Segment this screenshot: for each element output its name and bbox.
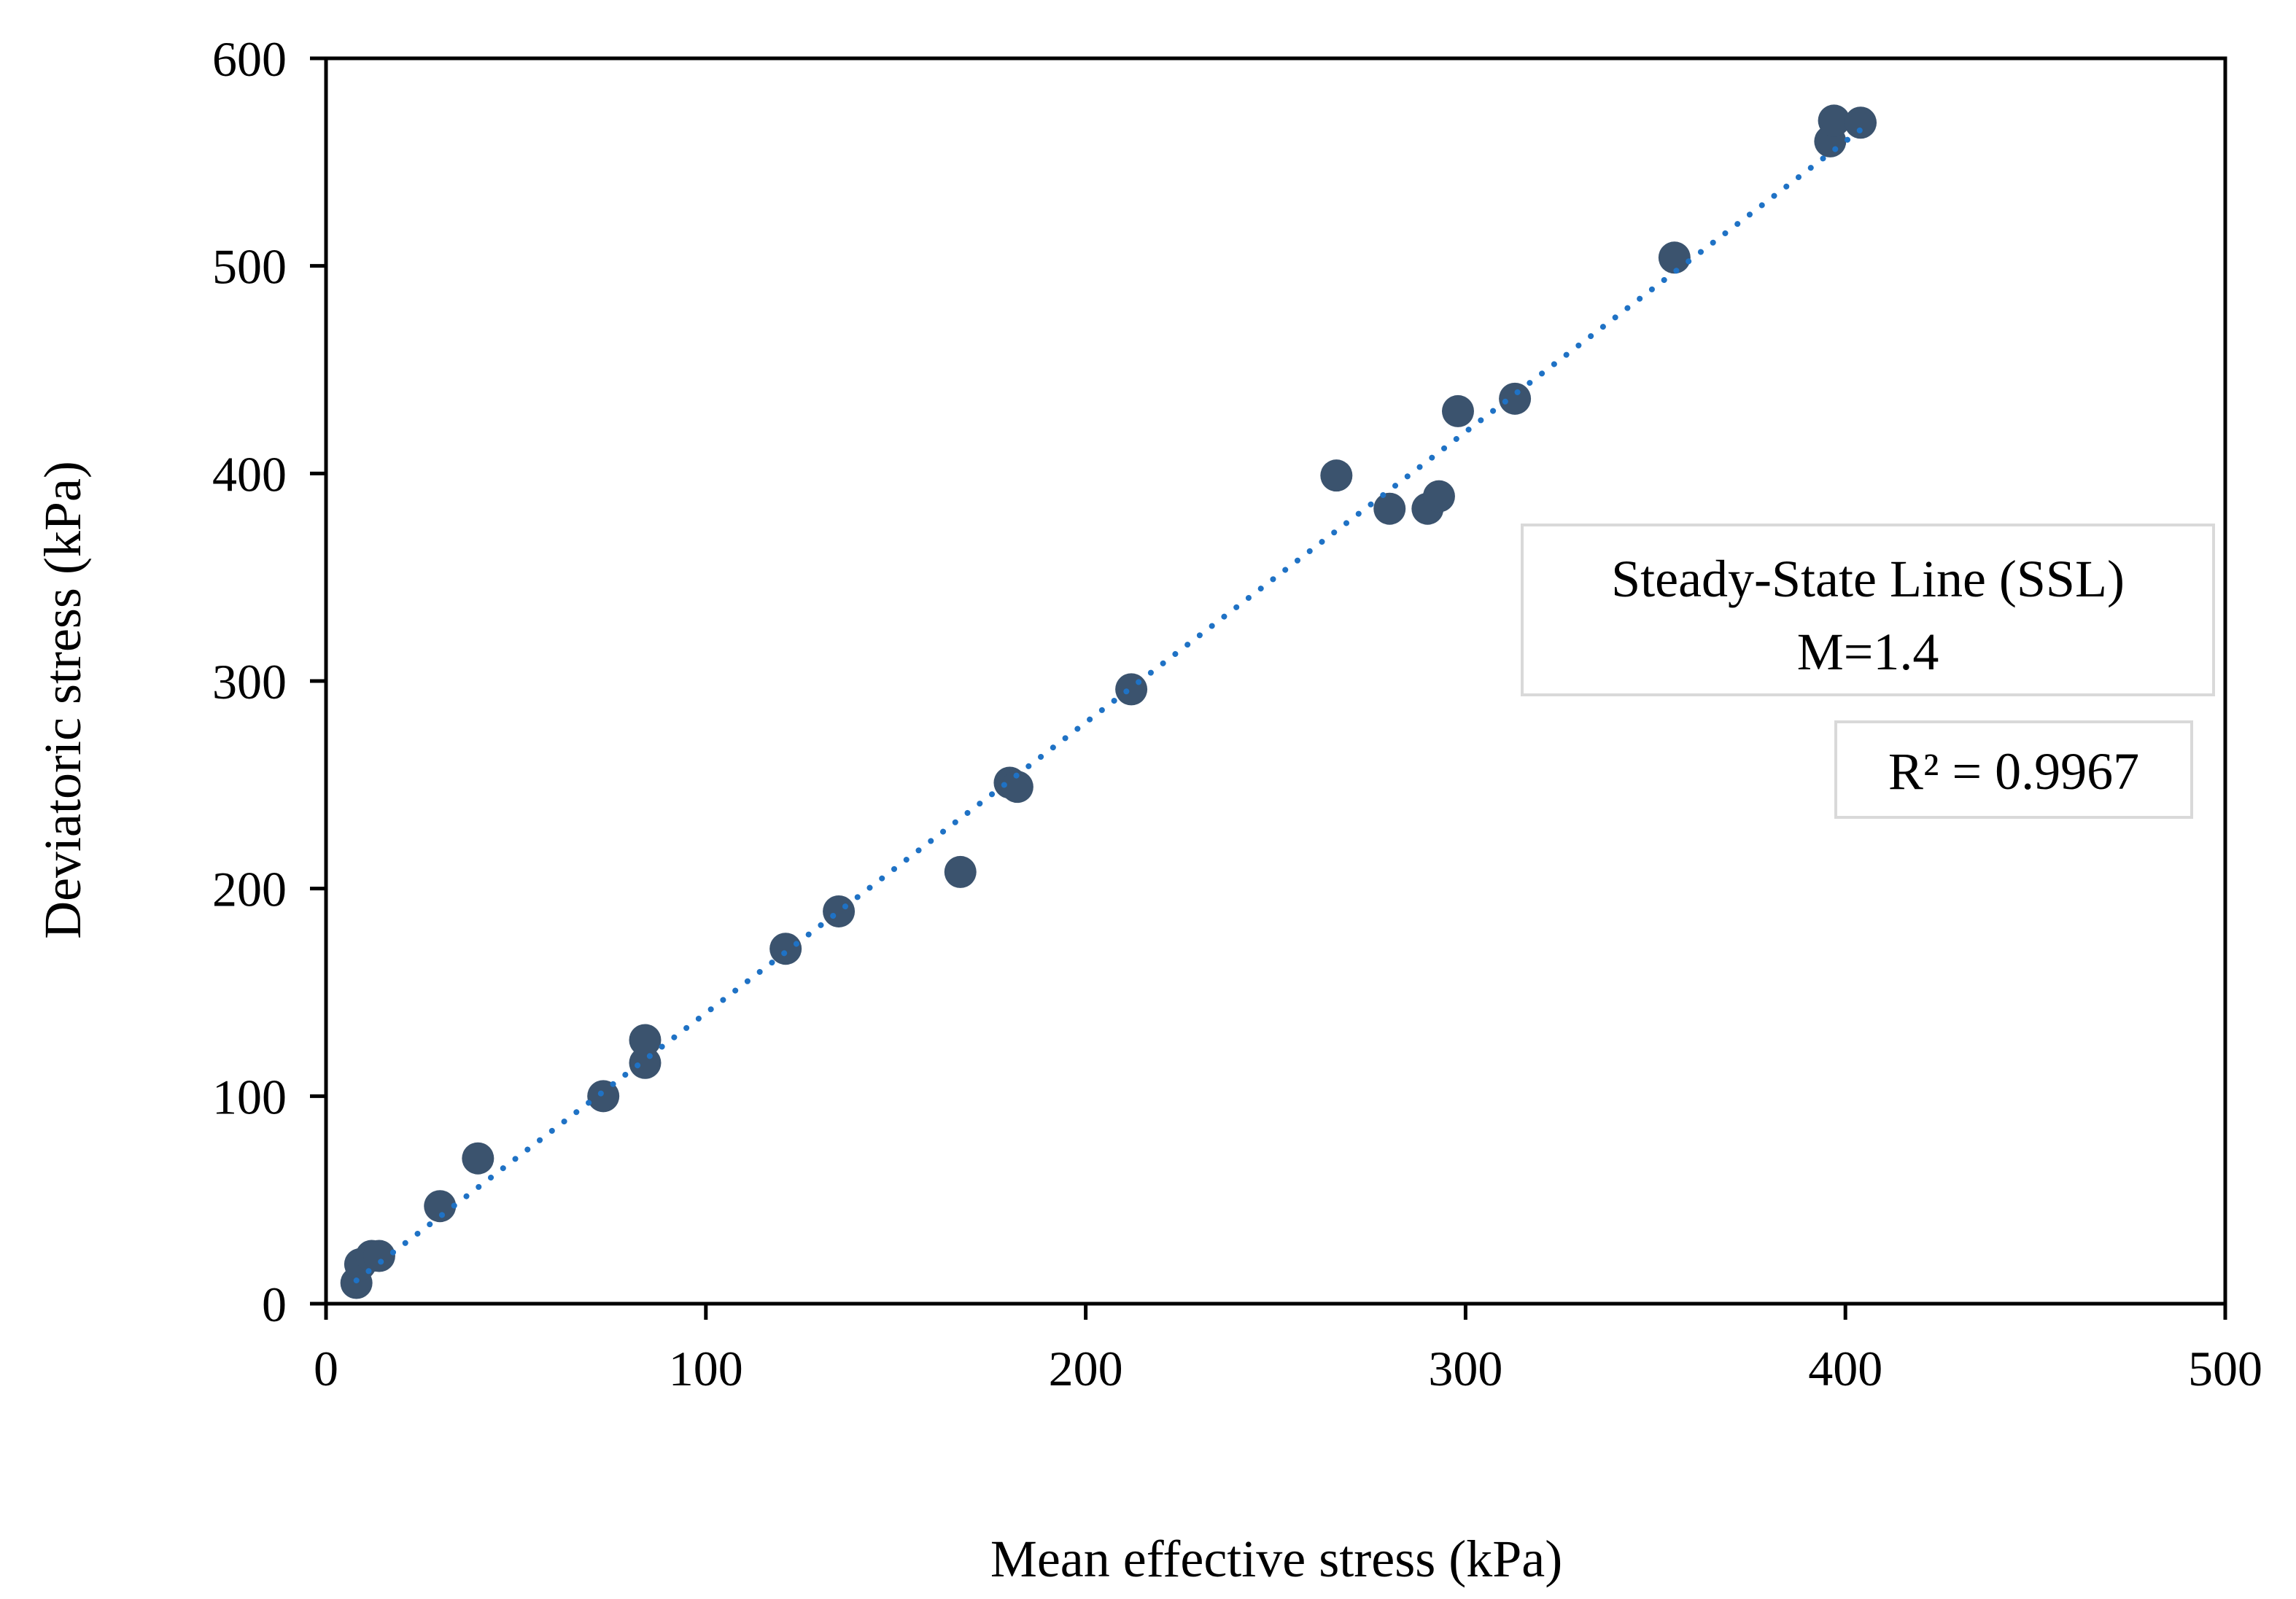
data-point (587, 1080, 620, 1113)
x-tick-label: 400 (1808, 1341, 1882, 1396)
data-point (769, 933, 802, 965)
y-tick-label: 0 (262, 1277, 287, 1332)
data-point (629, 1046, 662, 1079)
x-axis-title: Mean effective stress (kPa) (990, 1530, 1562, 1588)
x-tick-label: 0 (314, 1341, 338, 1396)
ssl-annotation-box (1521, 524, 2215, 696)
ssl-annotation: Steady-State Line (SSL) M=1.4 (1521, 524, 2215, 696)
data-point (823, 895, 856, 927)
x-tick-label: 100 (669, 1341, 743, 1396)
y-tick-label: 600 (212, 31, 287, 87)
data-point (1115, 673, 1148, 706)
y-tick-label: 500 (212, 239, 287, 295)
ssl-trendline (353, 126, 1864, 1284)
x-tick-label: 500 (2188, 1341, 2262, 1396)
data-point (1001, 771, 1033, 804)
data-point (1845, 106, 1877, 139)
y-axis-title: Deviatoric stress (kPa) (34, 461, 92, 939)
x-tick-label: 200 (1049, 1341, 1123, 1396)
data-point (362, 1240, 395, 1272)
y-axis-ticks: 0 100 200 300 400 500 600 (212, 31, 326, 1332)
data-point (1818, 104, 1850, 137)
data-point (629, 1024, 662, 1057)
data-point (1658, 241, 1691, 274)
ssl-label: Steady-State Line (SSL) (1611, 550, 2125, 608)
data-point (1422, 480, 1455, 513)
x-tick-label: 300 (1428, 1341, 1502, 1396)
data-point (462, 1142, 495, 1175)
data-point (424, 1190, 457, 1223)
data-point (1373, 492, 1406, 525)
y-tick-label: 100 (212, 1069, 287, 1124)
r-squared-box (1834, 720, 2193, 819)
r-squared-annotation: R² = 0.9967 (1834, 720, 2193, 819)
x-axis-ticks: 0 100 200 300 400 500 (314, 1304, 2262, 1396)
y-tick-label: 300 (212, 654, 287, 709)
r-squared-label: R² = 0.9967 (1888, 742, 2139, 801)
data-point (1320, 459, 1353, 492)
data-point (1441, 394, 1474, 427)
y-tick-label: 400 (212, 446, 287, 502)
y-tick-label: 200 (212, 862, 287, 917)
slope-label: M=1.4 (1797, 623, 1939, 681)
data-point (1499, 382, 1532, 415)
data-points (340, 104, 1877, 1299)
data-point (944, 855, 977, 888)
